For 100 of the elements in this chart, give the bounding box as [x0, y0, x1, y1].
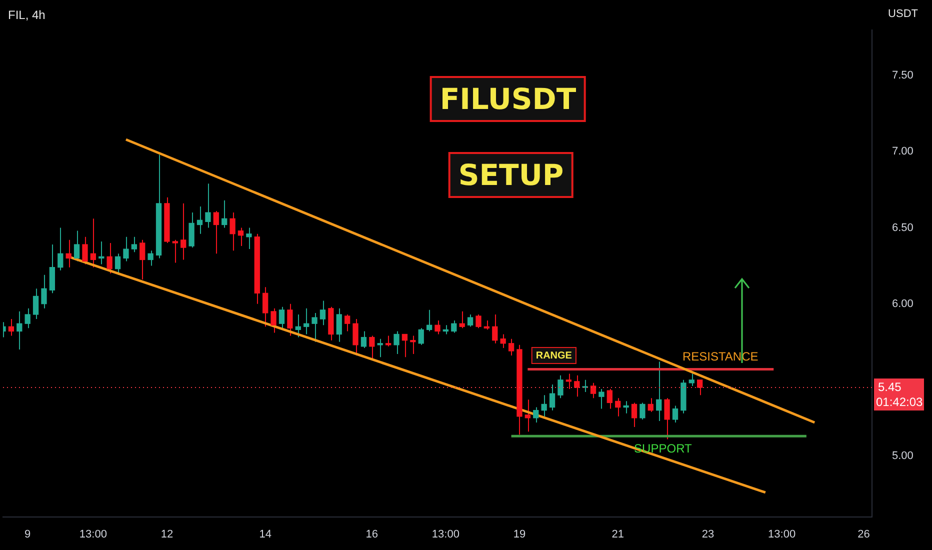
candlestick: [16, 310, 22, 350]
candlestick: [631, 402, 638, 428]
candlestick: [295, 314, 301, 338]
x-tick-label: 13:00: [432, 528, 460, 540]
candlestick: [524, 399, 531, 432]
x-tick-label: 9: [24, 528, 31, 540]
candlestick: [222, 200, 228, 228]
candlestick: [426, 309, 432, 332]
candlestick: [32, 288, 39, 320]
candlestick: [148, 250, 154, 266]
candlestick: [238, 227, 244, 247]
candlestick: [140, 239, 146, 280]
candlestick: [369, 335, 375, 360]
y-tick-label: 7.50: [892, 70, 914, 82]
candlestick: [574, 374, 580, 398]
candlestick: [213, 210, 219, 254]
x-tick-label: 13:00: [79, 528, 107, 540]
candlestick: [114, 253, 121, 276]
candlestick: [697, 379, 703, 396]
candlestick: [451, 320, 457, 334]
candlestick: [549, 384, 556, 411]
x-tick-label: 26: [858, 528, 870, 540]
candlestick: [262, 286, 268, 328]
candlestick: [49, 244, 56, 294]
candlestick: [304, 308, 310, 335]
candlestick: [123, 236, 129, 262]
text: SETUP: [448, 152, 574, 198]
candlestick: [566, 373, 572, 390]
candlestick: [410, 335, 416, 355]
candlestick: [196, 206, 203, 234]
x-tick-label: 19: [513, 528, 526, 540]
candlestick: [270, 308, 276, 334]
candlestick: [615, 398, 621, 417]
candlestick: [41, 274, 47, 309]
candlestick: [312, 312, 318, 342]
candlestick: [188, 212, 194, 248]
candlestick: [533, 406, 539, 423]
candlestick: [492, 314, 498, 344]
candlestick: [24, 308, 30, 329]
candlestick: [598, 388, 604, 410]
text: 01:42:03: [876, 394, 924, 409]
candlestick: [402, 334, 408, 358]
candlestick: [640, 402, 646, 420]
candlestick: [418, 328, 424, 346]
x-tick-label: 12: [160, 528, 174, 540]
candlestick: [230, 212, 236, 252]
candlestick: [344, 314, 350, 332]
candlestick: [606, 388, 612, 410]
candlestick: [688, 373, 694, 386]
candlestick: [484, 320, 490, 330]
candlestick: [467, 314, 474, 328]
candlestick: [90, 218, 96, 268]
candlestick: [558, 374, 564, 399]
candlestick: [623, 400, 629, 414]
y-tick-label: 6.50: [892, 222, 914, 234]
candlestick: [672, 405, 678, 423]
candlestick: [131, 236, 137, 253]
text: FIL, 4h: [8, 8, 46, 22]
candlestick: [664, 398, 670, 440]
candlestick: [82, 236, 88, 265]
candlestick: [590, 382, 596, 399]
annotation: SUPPORT: [634, 441, 693, 456]
candlestick: [58, 227, 64, 271]
x-tick-label: 21: [612, 528, 624, 540]
candlestick: [500, 334, 506, 348]
y-tick-label: 7.00: [892, 146, 914, 158]
candlestick: [106, 242, 112, 274]
candlestick: [459, 310, 465, 329]
candlestick: [180, 202, 186, 260]
candlestick: [205, 183, 211, 228]
candlestick: [8, 318, 14, 336]
candlestick: [434, 320, 440, 335]
candlestick: [656, 361, 662, 422]
candlestick: [278, 306, 285, 330]
x-tick-label: 14: [259, 528, 272, 540]
candlestick: [320, 300, 326, 326]
candlestick: [648, 398, 654, 412]
ref-line-label: 5.45: [878, 380, 902, 394]
x-tick-label: 16: [366, 528, 378, 540]
candlestick: [394, 330, 400, 355]
annotation: RANGE: [536, 350, 572, 362]
candlestick: [246, 227, 252, 250]
y-axis-title: USDT: [888, 8, 918, 20]
candlestick: [377, 338, 383, 358]
candlestick: [66, 239, 72, 268]
y-tick-label: 6.00: [892, 298, 914, 310]
candlestick: [508, 338, 514, 356]
candlestick: [582, 379, 588, 393]
candlestick: [98, 240, 104, 265]
candlestick: [476, 314, 482, 329]
candlestick: [541, 394, 547, 417]
candlestick: [385, 335, 392, 347]
y-tick-label: 5.00: [892, 450, 914, 462]
candlestick: [172, 239, 178, 264]
x-tick-label: 13:00: [768, 528, 796, 540]
candlestick: [360, 330, 367, 348]
candlestick: [336, 308, 342, 342]
candlestick: [442, 324, 449, 335]
x-tick-label: 23: [702, 528, 714, 540]
candlestick: [287, 303, 293, 336]
